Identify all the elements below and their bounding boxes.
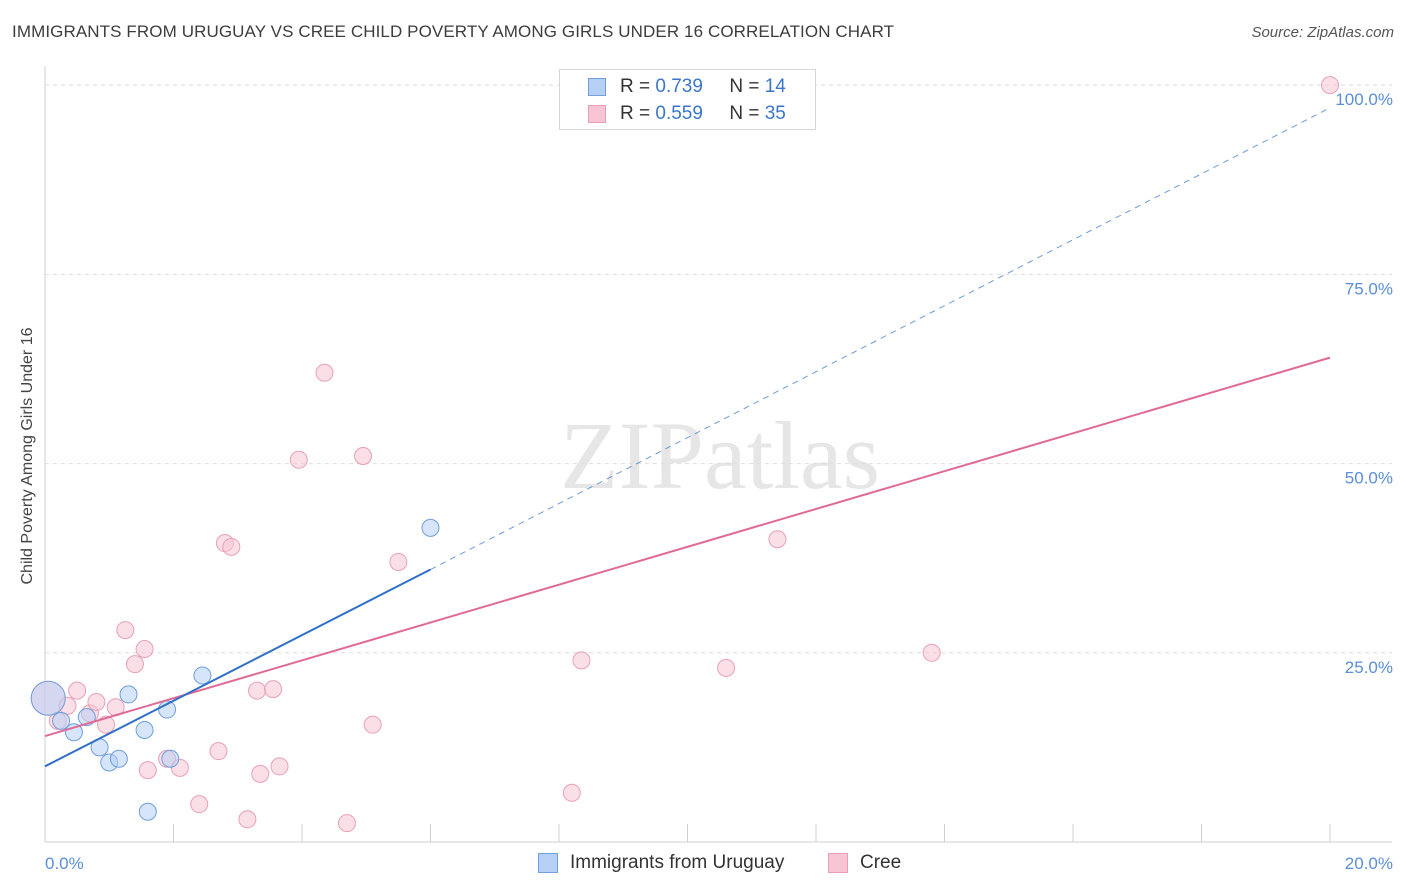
uruguay-trend-extension bbox=[430, 107, 1331, 570]
uruguay-legend-swatch bbox=[538, 853, 558, 873]
cree-point bbox=[572, 651, 591, 670]
uruguay-point bbox=[119, 685, 138, 704]
y-tick-label: 100.0% bbox=[1335, 90, 1393, 109]
cree-point bbox=[138, 761, 157, 780]
cree-point bbox=[248, 681, 267, 700]
cree-point bbox=[354, 447, 373, 465]
tick-labels: 25.0% 50.0% 75.0% 100.0% 0.0% 20.0% bbox=[45, 90, 1393, 873]
watermark: ZIPatlas bbox=[560, 402, 880, 509]
uruguay-point bbox=[77, 708, 96, 727]
cree-point bbox=[922, 643, 941, 662]
x-tick-label: 0.0% bbox=[45, 854, 84, 873]
uruguay-point bbox=[30, 680, 66, 716]
uruguay-point bbox=[109, 749, 128, 768]
uruguay-point bbox=[52, 711, 71, 730]
trend-lines bbox=[44, 107, 1331, 768]
cree-stats: R = 0.559 N = 35 bbox=[620, 103, 786, 125]
cree-point bbox=[717, 658, 736, 677]
uruguay-point bbox=[138, 802, 157, 821]
source-label: Source: ZipAtlas.com bbox=[1251, 24, 1394, 41]
cree-point bbox=[768, 530, 787, 549]
cree-point bbox=[238, 810, 257, 829]
uruguay-points bbox=[30, 518, 440, 821]
cree-point bbox=[209, 742, 228, 761]
uruguay-point bbox=[421, 518, 440, 537]
y-tick-label: 25.0% bbox=[1345, 658, 1393, 677]
cree-point bbox=[116, 621, 135, 640]
cree-point bbox=[97, 715, 116, 734]
cree-point bbox=[68, 681, 87, 700]
cree-point bbox=[363, 715, 382, 734]
cree-trend-line bbox=[44, 356, 1331, 737]
uruguay-swatch bbox=[588, 78, 606, 96]
stats-legend: R = 0.739 N = 14 R = 0.559 N = 35 bbox=[559, 69, 816, 130]
cree-swatch bbox=[588, 105, 606, 123]
cree-legend-label: Cree bbox=[860, 852, 902, 873]
cree-point bbox=[389, 552, 408, 571]
cree-point bbox=[270, 757, 289, 776]
cree-point bbox=[337, 814, 356, 833]
uruguay-point bbox=[161, 749, 180, 768]
cree-point bbox=[1321, 76, 1339, 95]
cree-point bbox=[562, 783, 581, 802]
cree-point bbox=[264, 680, 283, 699]
cree-r-label: R = bbox=[620, 103, 651, 124]
cree-point bbox=[135, 640, 154, 658]
cree-point bbox=[190, 795, 209, 814]
cree-point bbox=[289, 450, 308, 469]
uruguay-r-value: 0.739 bbox=[655, 76, 703, 97]
uruguay-point bbox=[135, 720, 154, 739]
y-tick-label: 75.0% bbox=[1345, 279, 1393, 298]
y-tick-label: 50.0% bbox=[1345, 469, 1393, 488]
cree-point bbox=[87, 692, 106, 711]
cree-r-value: 0.559 bbox=[655, 103, 703, 124]
cree-point bbox=[251, 764, 270, 783]
uruguay-r-label: R = bbox=[620, 76, 651, 97]
cree-point bbox=[315, 363, 334, 382]
uruguay-point bbox=[193, 666, 212, 685]
uruguay-n-value: 14 bbox=[764, 76, 786, 97]
uruguay-legend-label: Immigrants from Uruguay bbox=[570, 852, 785, 873]
chart-title: IMMIGRANTS FROM URUGUAY VS CREE CHILD PO… bbox=[12, 22, 895, 41]
cree-n-label: N = bbox=[729, 103, 760, 124]
cree-point bbox=[125, 655, 144, 674]
cree-legend-swatch bbox=[828, 853, 848, 873]
uruguay-stats: R = 0.739 N = 14 bbox=[620, 76, 786, 98]
cree-point bbox=[222, 537, 241, 556]
uruguay-trend-line bbox=[44, 568, 431, 768]
x-tick-label: 20.0% bbox=[1345, 854, 1393, 873]
uruguay-n-label: N = bbox=[729, 76, 760, 97]
cree-n-value: 35 bbox=[764, 103, 786, 124]
grid bbox=[45, 84, 1392, 654]
